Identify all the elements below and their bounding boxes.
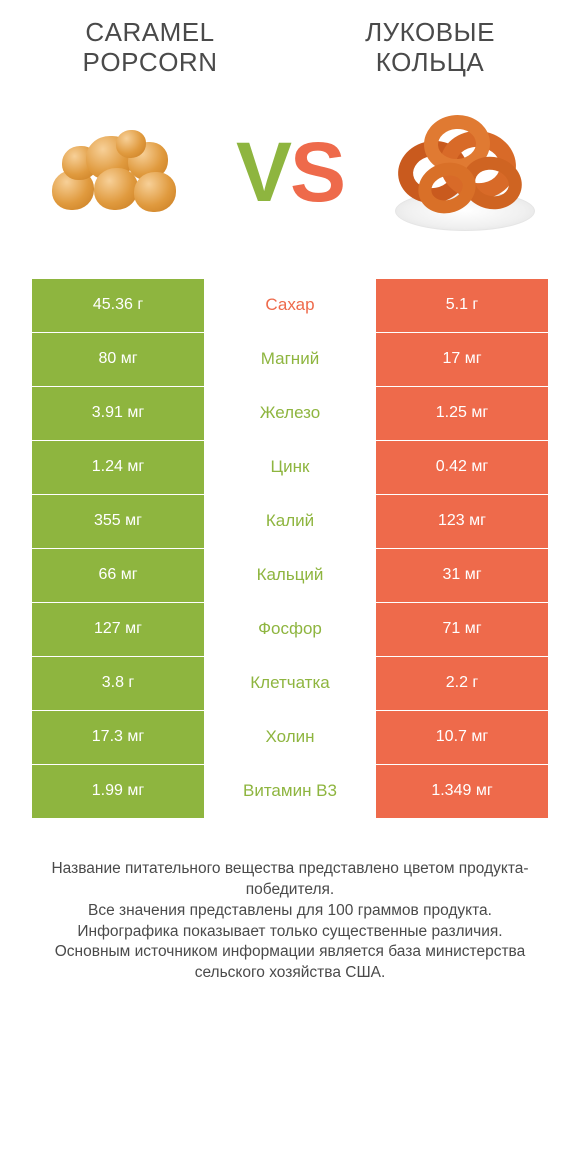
comparison-table: 45.36 гСахар5.1 г80 мгМагний17 мг3.91 мг…: [0, 278, 580, 819]
vs-label: VS: [236, 124, 344, 221]
nutrient-name-cell: Холин: [204, 711, 376, 764]
nutrient-name-cell: Клетчатка: [204, 657, 376, 710]
right-value-cell: 31 мг: [376, 549, 548, 602]
table-row: 3.8 гКлетчатка2.2 г: [32, 657, 548, 711]
left-value-cell: 1.99 мг: [32, 765, 204, 818]
table-row: 1.99 мгВитамин B31.349 мг: [32, 765, 548, 819]
table-row: 127 мгФосфор71 мг: [32, 603, 548, 657]
left-food-title: CARAMEL POPCORN: [40, 18, 260, 78]
table-row: 3.91 мгЖелезо1.25 мг: [32, 387, 548, 441]
right-value-cell: 1.25 мг: [376, 387, 548, 440]
right-value-cell: 1.349 мг: [376, 765, 548, 818]
left-value-cell: 66 мг: [32, 549, 204, 602]
footer-notes: Название питательного вещества представл…: [0, 819, 580, 985]
nutrient-name-cell: Магний: [204, 333, 376, 386]
nutrient-name-cell: Железо: [204, 387, 376, 440]
right-value-cell: 71 мг: [376, 603, 548, 656]
right-value-cell: 5.1 г: [376, 279, 548, 332]
left-value-cell: 3.8 г: [32, 657, 204, 710]
popcorn-image: [40, 108, 190, 238]
table-row: 17.3 мгХолин10.7 мг: [32, 711, 548, 765]
onion-rings-image: [390, 108, 540, 238]
header: CARAMEL POPCORN ЛУКОВЫЕ КОЛЬЦА: [0, 0, 580, 78]
right-value-cell: 10.7 мг: [376, 711, 548, 764]
footer-line-3: Инфографика показывает только существенн…: [40, 922, 540, 943]
nutrient-name-cell: Кальций: [204, 549, 376, 602]
hero-section: VS: [0, 78, 580, 278]
table-row: 66 мгКальций31 мг: [32, 549, 548, 603]
nutrient-name-cell: Калий: [204, 495, 376, 548]
footer-line-2: Все значения представлены для 100 граммо…: [40, 901, 540, 922]
right-value-cell: 2.2 г: [376, 657, 548, 710]
left-value-cell: 355 мг: [32, 495, 204, 548]
footer-line-4: Основным источником информации является …: [40, 942, 540, 984]
right-value-cell: 0.42 мг: [376, 441, 548, 494]
left-value-cell: 3.91 мг: [32, 387, 204, 440]
footer-line-1: Название питательного вещества представл…: [40, 859, 540, 901]
nutrient-name-cell: Витамин B3: [204, 765, 376, 818]
left-value-cell: 127 мг: [32, 603, 204, 656]
right-food-title: ЛУКОВЫЕ КОЛЬЦА: [320, 18, 540, 78]
left-value-cell: 80 мг: [32, 333, 204, 386]
right-value-cell: 17 мг: [376, 333, 548, 386]
left-value-cell: 17.3 мг: [32, 711, 204, 764]
left-value-cell: 1.24 мг: [32, 441, 204, 494]
table-row: 1.24 мгЦинк0.42 мг: [32, 441, 548, 495]
table-row: 80 мгМагний17 мг: [32, 333, 548, 387]
nutrient-name-cell: Фосфор: [204, 603, 376, 656]
nutrient-name-cell: Сахар: [204, 279, 376, 332]
vs-s: S: [290, 124, 344, 221]
right-value-cell: 123 мг: [376, 495, 548, 548]
table-row: 355 мгКалий123 мг: [32, 495, 548, 549]
vs-v: V: [236, 124, 290, 221]
left-value-cell: 45.36 г: [32, 279, 204, 332]
table-row: 45.36 гСахар5.1 г: [32, 279, 548, 333]
nutrient-name-cell: Цинк: [204, 441, 376, 494]
